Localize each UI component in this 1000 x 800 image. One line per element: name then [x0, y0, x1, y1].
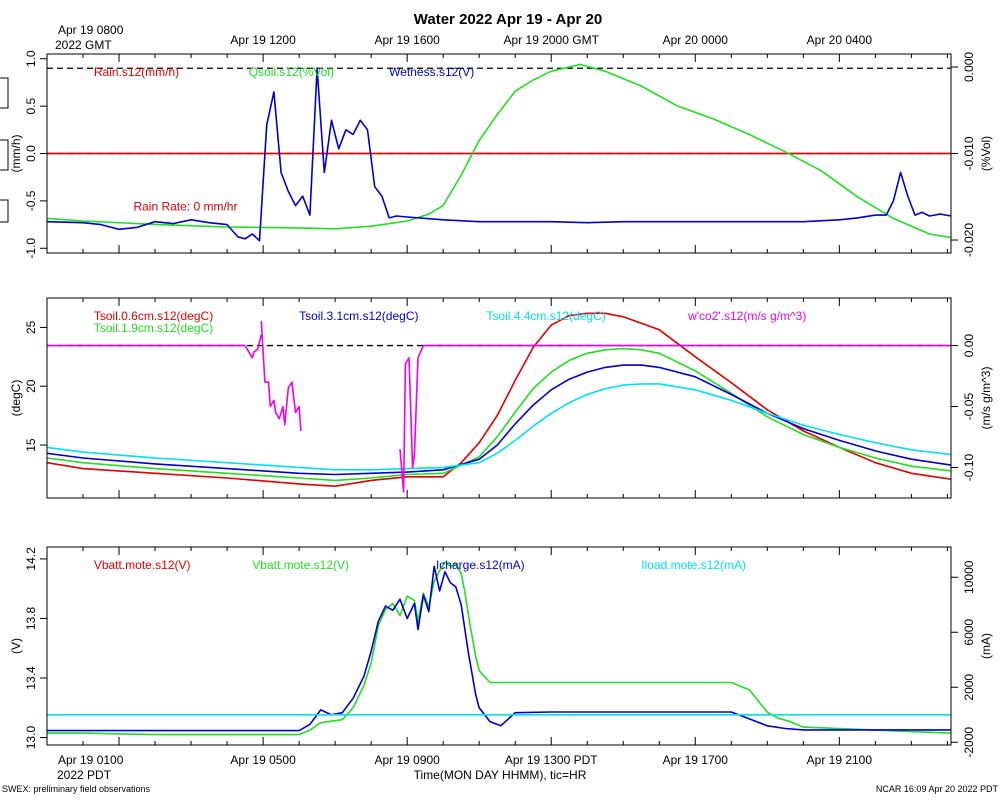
top-axis-label: Apr 19 1600: [374, 33, 440, 47]
bottom-axis-label: Apr 19 0900: [374, 753, 440, 767]
legend-entry: w'co2'.s12(m/s g/m^3): [687, 309, 806, 323]
legend-entry: Iload.mote.s12(mA): [641, 558, 746, 572]
legend-entry: Wetness.s12(V): [389, 65, 474, 79]
y2-tick-label: 6000: [962, 619, 976, 646]
legend-entry: Tsoil.1.9cm.s12(degC): [94, 321, 213, 335]
panel-plot-area: [47, 63, 951, 242]
y-tick-label: -1.0: [24, 238, 38, 259]
y-tick-label: 13.4: [24, 666, 38, 690]
panel-plot-area: [47, 312, 951, 493]
y2-tick-label: 0.00: [962, 334, 976, 358]
series-line: [399, 344, 429, 493]
series-line: [244, 334, 263, 359]
y-axis-label: (V): [9, 638, 23, 654]
y2-tick-label: -0.020: [962, 223, 976, 257]
series-line: [47, 565, 951, 732]
legend-entry: Tsoil.4.4cm.s12(degC): [486, 309, 605, 323]
series-line: [47, 561, 951, 736]
legend-entry: Icharge.s12(mA): [436, 558, 525, 572]
x-axis-label: Time(MON DAY HHMM), tic=HR: [414, 768, 587, 782]
y-tick-label: -0.5: [24, 190, 38, 211]
bottom-axis-first-label-line1: Apr 19 0100: [58, 753, 124, 767]
y-axis-label: (degC): [9, 380, 23, 417]
legend-entry: Qsoil.s12(%Vol): [249, 65, 334, 79]
panel-frame: [46, 546, 952, 746]
y-axis-label: (mm/h): [9, 135, 23, 173]
y-tick-label: 25: [24, 320, 38, 334]
top-axis-label: Apr 19 2000 GMT: [504, 33, 600, 47]
bottom-axis-label: Apr 19 0500: [230, 753, 296, 767]
annotation-label: Rain Rate: 0 mm/hr: [133, 199, 237, 213]
bottom-axis-label: Apr 19 1300 PDT: [505, 753, 598, 767]
y2-axis-label: (mA): [979, 633, 993, 659]
top-axis-label: Apr 19 1200: [230, 33, 296, 47]
series-line: [260, 321, 302, 431]
legend-entry: Vbatt.mote.s12(V): [252, 558, 349, 572]
bottom-axis-label: Apr 19 2100: [807, 753, 873, 767]
legend-entry: Rain.s12(mm/h): [94, 65, 179, 79]
y2-axis-label: (m/s g/m^3): [979, 367, 993, 430]
y2-tick-label: -0.10: [962, 454, 976, 482]
panel-plot-area: [47, 561, 951, 736]
y-tick-label: 20: [24, 379, 38, 393]
legend-entry: Vbatt.mote.s12(V): [94, 558, 191, 572]
y2-tick-label: -2000: [962, 727, 976, 758]
y-tick-label: 13.0: [24, 726, 38, 750]
y-tick-label: 14.2: [24, 547, 38, 571]
series-line: [47, 364, 951, 476]
y2-tick-label: 2000: [962, 674, 976, 701]
panel-water: -1.0 -0.5 0.0 0.5 1.0 -0.020 -0.010 0.000 (mm/h)…: [9, 50, 993, 259]
panel-frame: [46, 297, 952, 499]
legend-entry: Tsoil.0.6cm.s12(degC): [94, 309, 213, 323]
top-axis-label: Apr 20 0400: [807, 33, 873, 47]
chart-title: Water 2022 Apr 19 - Apr 20: [414, 11, 602, 28]
bottom-axis-label: Apr 19 1700: [663, 753, 729, 767]
top-axis-first-label-line1: Apr 19 0800: [58, 23, 124, 37]
y-tick-label: 15: [24, 438, 38, 452]
y-tick-label: 0.5: [24, 97, 38, 114]
top-axis-label: Apr 20 0000: [663, 33, 729, 47]
footer-note-right: NCAR 16:09 Apr 20 2022 PDT: [876, 784, 999, 794]
series-line: [47, 67, 951, 242]
stray-mark-upper: [0, 77, 9, 109]
legend-entry: Tsoil.3.1cm.s12(degC): [299, 309, 418, 323]
stray-mark-lower: [0, 139, 9, 171]
top-axis-first-label-line2: 2022 GMT: [55, 38, 112, 52]
y2-tick-label: -0.05: [962, 393, 976, 421]
panel-frame: [46, 53, 952, 254]
y2-axis-label: (%Vol): [979, 136, 993, 171]
stray-side-marks: [0, 77, 9, 223]
y-tick-label: 0.0: [24, 145, 38, 162]
stray-mark-bottom: [0, 199, 9, 223]
panel-soil-temperature: 15 20 25 -0.10 -0.05 0.00 (degC) (m/s g/m^3) Tso…: [9, 297, 993, 499]
y-tick-label: 13.8: [24, 606, 38, 630]
y-tick-label: 1.0: [24, 50, 38, 67]
panel-power: 13.0 13.4 13.8 14.2 -2000 2000 6000 10000 (V) (mA…: [9, 546, 993, 758]
y2-tick-label: -0.010: [962, 136, 976, 170]
series-line: [47, 63, 951, 239]
y2-tick-label: 10000: [962, 560, 976, 594]
bottom-axis-first-label-line2: 2022 PDT: [57, 768, 112, 782]
footer-note-left: SWEX: preliminary field observations: [2, 784, 151, 794]
series-line: [47, 383, 951, 471]
series-line: [47, 347, 951, 482]
y2-tick-label: 0.000: [962, 52, 976, 82]
